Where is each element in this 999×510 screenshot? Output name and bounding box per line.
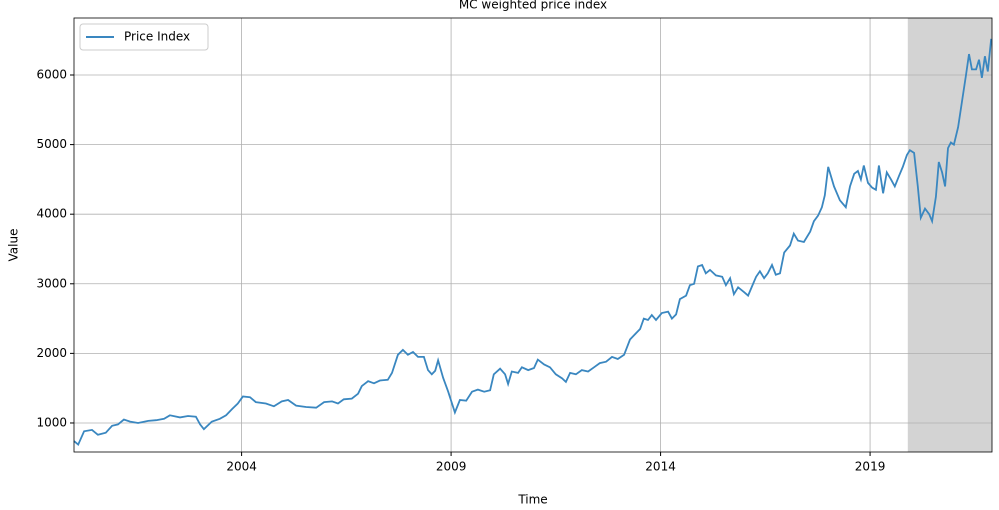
legend-box	[79, 23, 209, 51]
y-tick-label: 4000	[36, 207, 67, 221]
x-axis-label: Time	[517, 493, 547, 507]
y-tick-label: 6000	[36, 67, 67, 81]
y-tick-label: 1000	[36, 415, 67, 429]
x-tick-label: 2014	[645, 460, 676, 474]
price-line	[73, 38, 993, 447]
shaded-span	[907, 18, 992, 452]
x-tick-label: 2004	[226, 460, 257, 474]
y-tick-label: 3000	[36, 276, 67, 290]
legend-label: Price Index	[124, 30, 190, 44]
y-tick-label: 2000	[36, 346, 67, 360]
y-axis-label: Value	[7, 229, 21, 262]
x-tick-label: 2009	[436, 460, 467, 474]
x-tick-label: 2019	[855, 460, 886, 474]
plot-frame	[73, 17, 993, 453]
chart-title: MC weighted price index	[459, 0, 607, 12]
y-tick-label: 5000	[36, 137, 67, 151]
